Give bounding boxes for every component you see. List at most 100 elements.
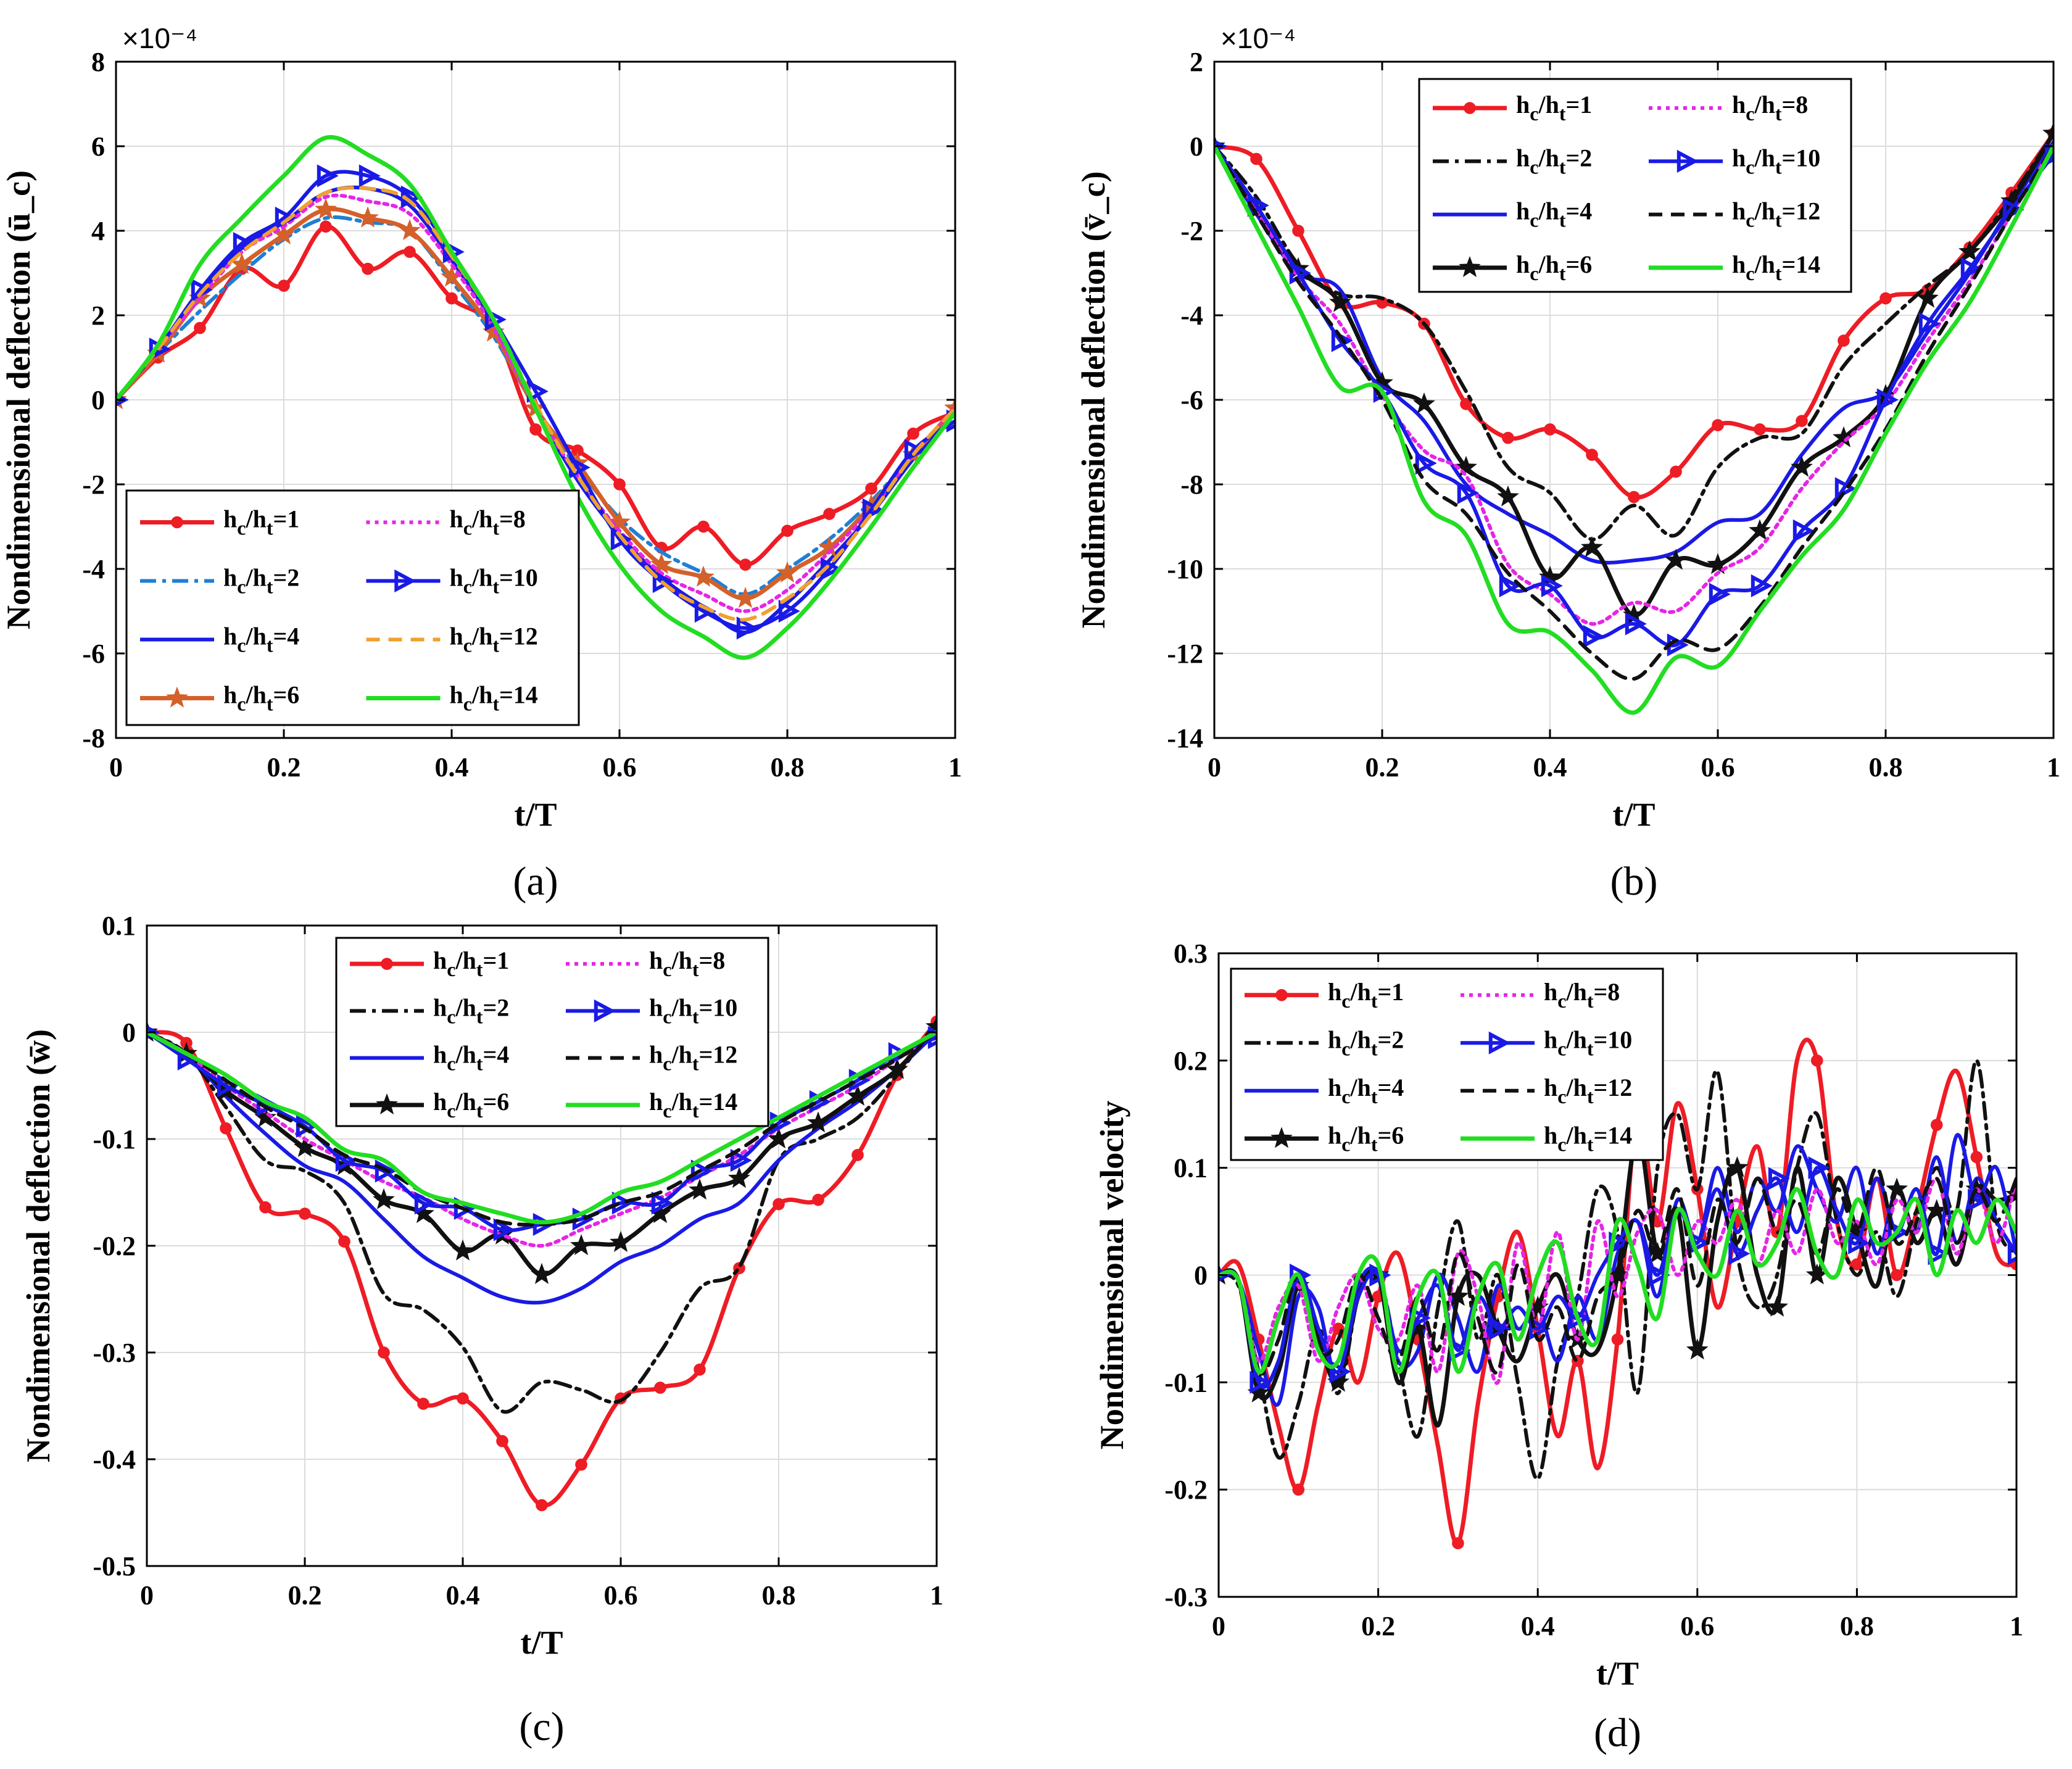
y-tick-label: -14: [1167, 723, 1203, 753]
triangle-marker: [394, 569, 416, 593]
circle-marker: [1464, 102, 1476, 114]
legend-label: hc/ht=8: [649, 947, 725, 980]
y-tick-label: -0.5: [93, 1551, 136, 1581]
x-tick-label: 0.8: [1840, 1611, 1874, 1641]
circle-marker: [823, 508, 835, 520]
legend-label: hc/ht=4: [1516, 197, 1592, 231]
circle-marker: [445, 292, 458, 305]
y-tick-label: -8: [82, 723, 105, 753]
star-marker: [399, 219, 421, 241]
star-marker: [452, 1239, 474, 1261]
triangle-marker: [1751, 574, 1773, 597]
star-marker: [570, 1234, 592, 1256]
circle-marker: [852, 1149, 864, 1161]
panel-label: (c): [519, 1704, 564, 1749]
y-tick-label: 0.2: [1174, 1046, 1208, 1076]
chart-panel-c: 0 0.2 0.4 0.6 0.8 1 -0.5 -0.4 -0.3 -0.2 -0.1 0 0.1 t/…: [20, 911, 943, 1749]
circle-marker: [1544, 423, 1556, 436]
triangle-marker: [1792, 519, 1815, 542]
triangle-marker: [493, 1218, 515, 1241]
legend-box: [125, 489, 580, 726]
legend-label: hc/ht=4: [1328, 1074, 1404, 1108]
triangle-marker: [1960, 257, 1983, 281]
star-marker: [608, 510, 631, 532]
triangle-marker: [651, 1191, 673, 1215]
legend-label: hc/ht=1: [1328, 978, 1404, 1012]
triangle-marker: [1249, 1370, 1272, 1394]
panel-label: (a): [513, 859, 558, 904]
legend-label: hc/ht=2: [223, 564, 299, 598]
star-marker: [1665, 549, 1687, 570]
x-tick-label: 0.6: [604, 1580, 638, 1610]
star-marker: [1917, 286, 1939, 308]
triangle-marker: [1768, 1167, 1790, 1190]
series-line: [116, 170, 955, 630]
y-tick-label: -12: [1167, 639, 1203, 669]
y-axis-label: Nondimensional deflection (w̄): [20, 1029, 57, 1462]
triangle-marker: [414, 1191, 436, 1215]
legend-label: hc/ht=2: [433, 993, 509, 1027]
x-tick-label: 1: [930, 1580, 943, 1610]
panel-label: (b): [1610, 859, 1658, 904]
circle-marker: [907, 428, 919, 440]
star-marker: [692, 565, 715, 587]
legend-label: hc/ht=10: [450, 564, 538, 598]
x-tick-label: 0.8: [771, 752, 805, 782]
circle-marker: [1810, 1054, 1823, 1067]
legend-label: hc/ht=12: [1732, 197, 1820, 231]
legend-label: hc/ht=6: [1516, 251, 1592, 284]
triangle-marker: [611, 1191, 634, 1215]
circle-marker: [1611, 1333, 1624, 1346]
x-axis-label: t/T: [1612, 796, 1655, 833]
y-tick-label: -0.2: [1164, 1475, 1208, 1505]
y-tick-label: 8: [91, 47, 105, 77]
triangle-marker: [1625, 612, 1647, 636]
legend-label: hc/ht=12: [649, 1041, 737, 1075]
circle-marker: [457, 1392, 469, 1405]
circle-marker: [1930, 1119, 1943, 1131]
legend-label: hc/ht=1: [433, 947, 509, 980]
y-tick-label: -10: [1167, 554, 1203, 584]
circle-marker: [1838, 334, 1850, 347]
legend-label: hc/ht=12: [1544, 1074, 1632, 1108]
legend-label: hc/ht=14: [1544, 1121, 1632, 1155]
triangle-marker: [375, 1159, 397, 1183]
circle-marker: [1275, 988, 1288, 1001]
star-marker: [373, 1188, 395, 1209]
triangle-marker: [862, 498, 884, 521]
triangle-marker: [1728, 1242, 1751, 1266]
star-marker: [1686, 1338, 1709, 1360]
x-tick-label: 0.4: [446, 1580, 480, 1610]
triangle-marker: [736, 616, 758, 640]
legend: hc/ht=1 hc/ht=2 hc/ht=4 hc/ht=6 hc/ht=8 hc/ht…: [1230, 967, 1664, 1161]
triangle-marker: [1488, 1031, 1510, 1054]
star-marker: [1459, 256, 1481, 278]
y-tick-label: -2: [1180, 216, 1203, 246]
star-marker: [847, 1084, 869, 1106]
triangle-marker: [1499, 574, 1521, 597]
chart-panel-d: 0 0.2 0.4 0.6 0.8 1 -0.3 -0.2 -0.1 0 0.1 0.2 0.3 t/T N…: [1093, 938, 2023, 1755]
circle-marker: [865, 483, 877, 495]
star-marker: [734, 587, 756, 608]
triangle-marker: [1676, 149, 1699, 173]
legend-label: hc/ht=6: [223, 681, 299, 715]
legend-label: hc/ht=8: [1732, 91, 1808, 125]
y-axis-label: Nondimensional deflection (ū_c): [0, 170, 37, 629]
y-tick-label: -8: [1180, 470, 1203, 500]
triangle-marker: [1415, 452, 1437, 475]
legend-box: [1230, 967, 1664, 1161]
series-line: [1214, 144, 2053, 626]
axis-exponent: ×10⁻⁴: [1220, 22, 1296, 54]
star-marker: [610, 1230, 632, 1253]
circle-marker: [613, 478, 626, 491]
x-tick-label: 0: [140, 1580, 154, 1610]
legend-label: hc/ht=2: [1328, 1025, 1404, 1059]
circle-marker: [378, 1346, 390, 1359]
star-marker: [1958, 240, 1981, 262]
y-tick-label: -0.2: [93, 1231, 136, 1261]
triangle-marker: [1329, 1360, 1351, 1383]
triangle-marker: [1648, 1263, 1670, 1287]
legend-label: hc/ht=2: [1516, 144, 1592, 178]
y-tick-label: 0.1: [1174, 1153, 1208, 1183]
